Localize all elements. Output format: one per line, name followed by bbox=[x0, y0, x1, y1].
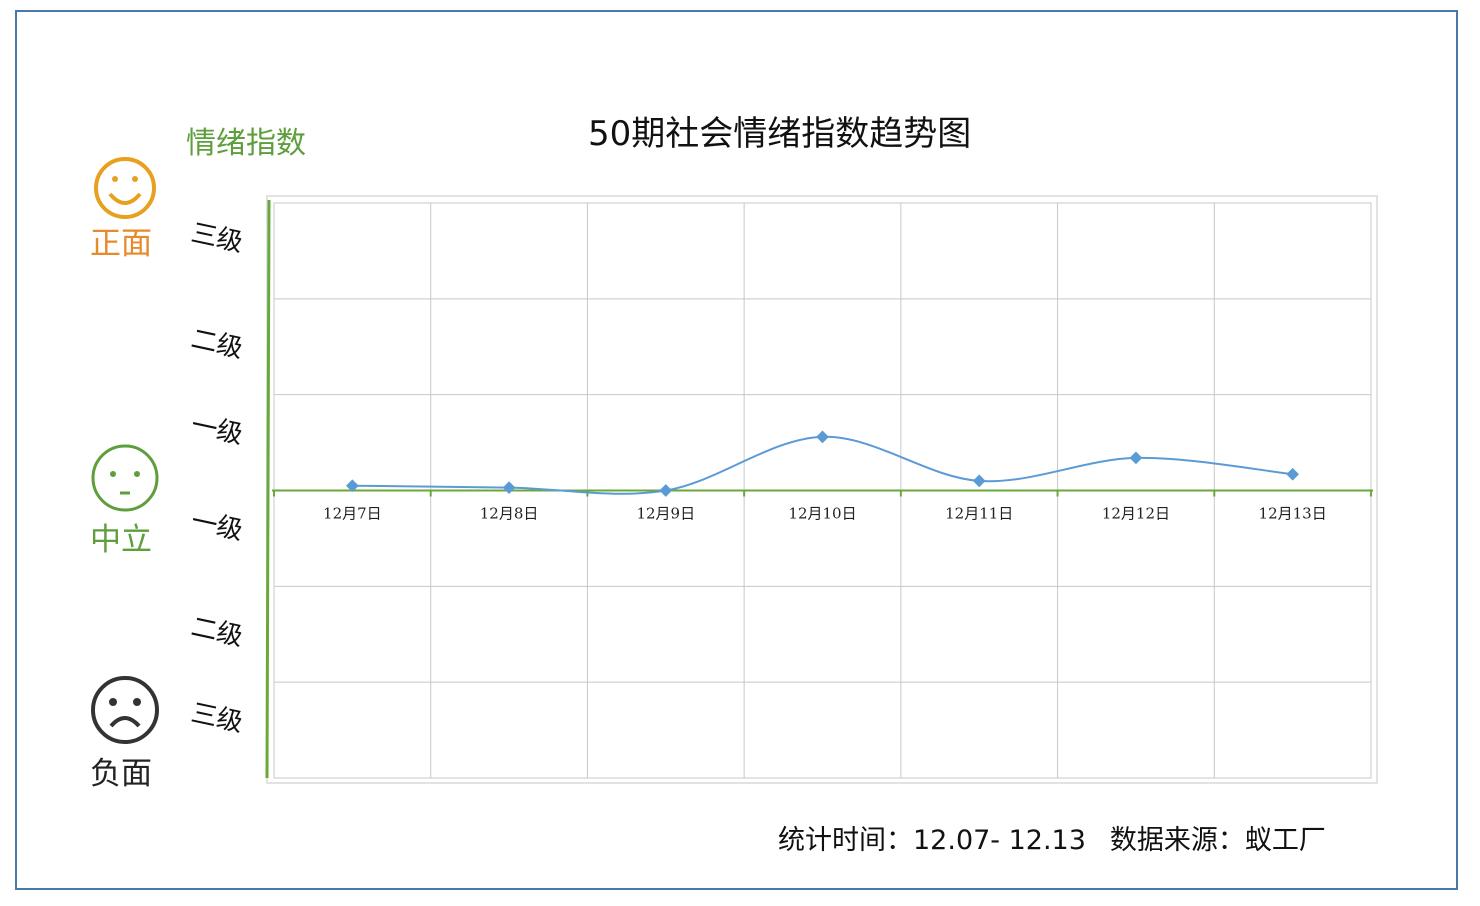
x-tick-label: 12月12日 bbox=[1102, 505, 1170, 523]
chart-frame bbox=[15, 10, 1458, 890]
x-tick-label: 12月11日 bbox=[945, 505, 1013, 523]
data-point bbox=[816, 430, 829, 444]
x-tick-label: 12月7日 bbox=[323, 505, 382, 523]
x-tick-label: 12月8日 bbox=[480, 505, 539, 523]
y-axis-title: 情绪指数 bbox=[186, 126, 306, 161]
neutral-label: 中立 bbox=[90, 522, 152, 558]
data-source-value: 蚁工厂 bbox=[1244, 825, 1326, 856]
data-point bbox=[1286, 467, 1300, 481]
data-point bbox=[972, 474, 986, 488]
footer: 统计时间：12.07- 12.13 数据来源：蚁工厂 bbox=[778, 818, 1326, 857]
stat-time-label: 统计时间： bbox=[778, 825, 913, 856]
stat-time-value: 12.07- 12.13 bbox=[913, 825, 1086, 856]
x-tick-label: 12月13日 bbox=[1259, 505, 1327, 523]
x-tick-label: 12月9日 bbox=[636, 505, 695, 523]
positive-label: 正面 bbox=[90, 226, 152, 262]
chart-title: 50期社会情绪指数趋势图 bbox=[588, 114, 972, 154]
y-axis-line bbox=[265, 199, 271, 779]
negative-label: 负面 bbox=[90, 756, 152, 792]
neutral-face-icon bbox=[91, 444, 159, 512]
frown-icon bbox=[91, 676, 159, 744]
smile-icon bbox=[94, 157, 156, 219]
series-line bbox=[352, 435, 1293, 495]
data-point bbox=[345, 479, 359, 493]
data-point bbox=[659, 484, 673, 497]
data-point bbox=[1129, 451, 1143, 465]
data-source-label: 数据来源： bbox=[1109, 825, 1245, 856]
data-point bbox=[502, 481, 516, 494]
x-tick-label: 12月10日 bbox=[788, 505, 856, 523]
